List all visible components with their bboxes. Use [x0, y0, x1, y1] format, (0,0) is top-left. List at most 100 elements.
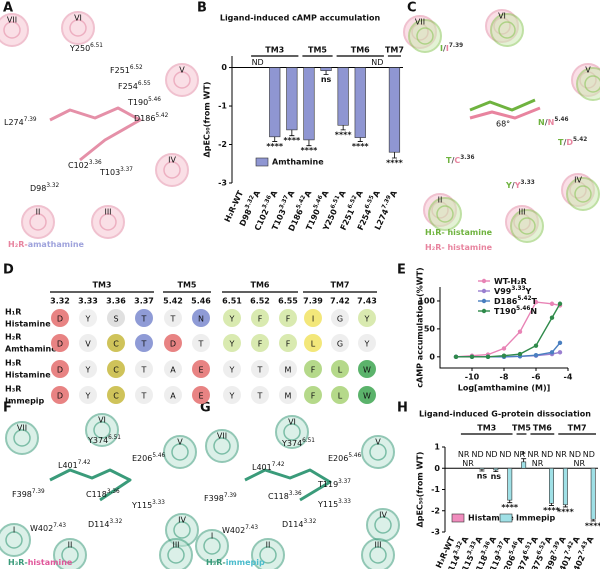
- x-tick-label: -8: [500, 373, 509, 382]
- residue-label: D1865.42: [134, 113, 169, 123]
- residue-label: Y1153.33: [317, 499, 351, 509]
- group-label: TM3: [265, 46, 284, 55]
- caption: H₃R-immepip: [206, 558, 265, 567]
- text-part: N: [530, 307, 537, 316]
- residue-circle: [223, 386, 241, 404]
- group-label: TM5: [178, 281, 197, 290]
- text-part: A: [487, 534, 498, 544]
- point: [533, 299, 539, 305]
- helix-core: [173, 71, 191, 89]
- panel-label: B: [197, 1, 207, 16]
- significance-label: ****: [283, 136, 301, 145]
- panel-label: H: [397, 401, 408, 416]
- column-label: 3.33: [78, 297, 98, 306]
- helix-label: I: [211, 532, 213, 541]
- text-part: histamine: [28, 558, 73, 567]
- group-label: TM7: [331, 281, 350, 290]
- point: [517, 351, 523, 357]
- text-part: T: [446, 156, 452, 165]
- residue-letter: T: [257, 392, 263, 401]
- text-part: D98: [237, 207, 253, 227]
- legend-label: Immepip: [516, 514, 556, 523]
- legend-marker: [481, 308, 487, 314]
- text-part: Y250: [69, 44, 90, 53]
- error-bar: [391, 152, 397, 159]
- superscript: 3.36: [107, 489, 120, 495]
- residue-label: N/N5.46: [538, 117, 569, 127]
- caption: H₁R- histamine: [425, 228, 493, 237]
- residue-letter: Y: [229, 392, 235, 401]
- helix: [61, 11, 95, 45]
- superscript: 7.39: [550, 540, 561, 555]
- residue-letter: E: [198, 366, 203, 375]
- ligand-sticks: [244, 468, 332, 502]
- text-part: -: [441, 243, 444, 252]
- residue-letter: S: [113, 315, 118, 324]
- helix-label: VII: [217, 432, 227, 441]
- helix-label: VII: [7, 16, 17, 25]
- residue-letter: T: [170, 315, 176, 324]
- residue-circle: [279, 309, 297, 327]
- caption: H₂R- histamine: [425, 243, 493, 252]
- superscript: 6.51: [108, 435, 121, 441]
- text-part: histamine: [445, 228, 493, 237]
- helix-core: [61, 546, 79, 564]
- error-bar: [521, 458, 527, 462]
- superscript: 3.37: [278, 194, 289, 209]
- residue-letter: G: [337, 315, 343, 324]
- axes: [439, 287, 568, 369]
- residue-letter: F: [258, 315, 263, 324]
- text-part: Y115: [317, 500, 338, 509]
- helix-label: I: [13, 526, 15, 535]
- text-part: Y374: [87, 436, 108, 445]
- text-part: F254: [355, 207, 373, 231]
- superscript: 7.43: [53, 523, 66, 529]
- residue-label: T/D5.42: [558, 137, 587, 147]
- column-label: 6.52: [250, 297, 270, 306]
- text-part: F254: [118, 82, 138, 91]
- residue-letter: T: [141, 392, 147, 401]
- superscript: 3.36: [261, 194, 272, 209]
- bar: [320, 67, 332, 71]
- group-label: TM6: [351, 46, 370, 55]
- column-label: 6.55: [278, 297, 298, 306]
- receptor-label: H₃R: [5, 359, 21, 368]
- helix-label: II: [36, 208, 41, 217]
- text-part: E206: [132, 454, 152, 463]
- text-part: T103: [99, 168, 120, 177]
- significance-label: ****: [335, 130, 353, 139]
- residue-circle: [192, 334, 210, 352]
- helix: [53, 538, 87, 569]
- residue-label: T1033.37: [99, 167, 133, 177]
- column-label: 7.42: [330, 297, 350, 306]
- text-part: T190: [127, 98, 148, 107]
- residue-letter: N: [198, 315, 204, 324]
- residue-label: D983.32: [30, 183, 59, 193]
- helix: [155, 153, 189, 187]
- residue-label: L4017.42: [252, 462, 285, 472]
- y-tick-label: -3: [431, 528, 440, 537]
- superscript: 3.32: [244, 194, 255, 209]
- text-part: T: [532, 297, 538, 306]
- receptor-label: H₃R: [5, 385, 21, 394]
- error-bar: [548, 503, 554, 506]
- superscript: 5.46: [312, 194, 323, 209]
- value-label: NR: [527, 450, 539, 459]
- residue-letter: D: [57, 366, 63, 375]
- panel-label: F: [3, 401, 12, 416]
- superscript: 3.32: [303, 519, 316, 525]
- residue-circle: [279, 386, 297, 404]
- helix: [361, 538, 395, 569]
- helix-core: [369, 443, 387, 461]
- superscript: 3.33: [152, 500, 165, 506]
- text-part: amathamine: [28, 240, 85, 249]
- x-tick-label: -6: [532, 373, 541, 382]
- group-label: TM3: [93, 281, 112, 290]
- residue-circle: [51, 309, 69, 327]
- residue-letter: D: [57, 340, 63, 349]
- bar: [303, 67, 315, 141]
- residue-letter: T: [141, 366, 147, 375]
- residue-label: Y/Y3.33: [505, 180, 535, 190]
- residue-circle: [304, 386, 322, 404]
